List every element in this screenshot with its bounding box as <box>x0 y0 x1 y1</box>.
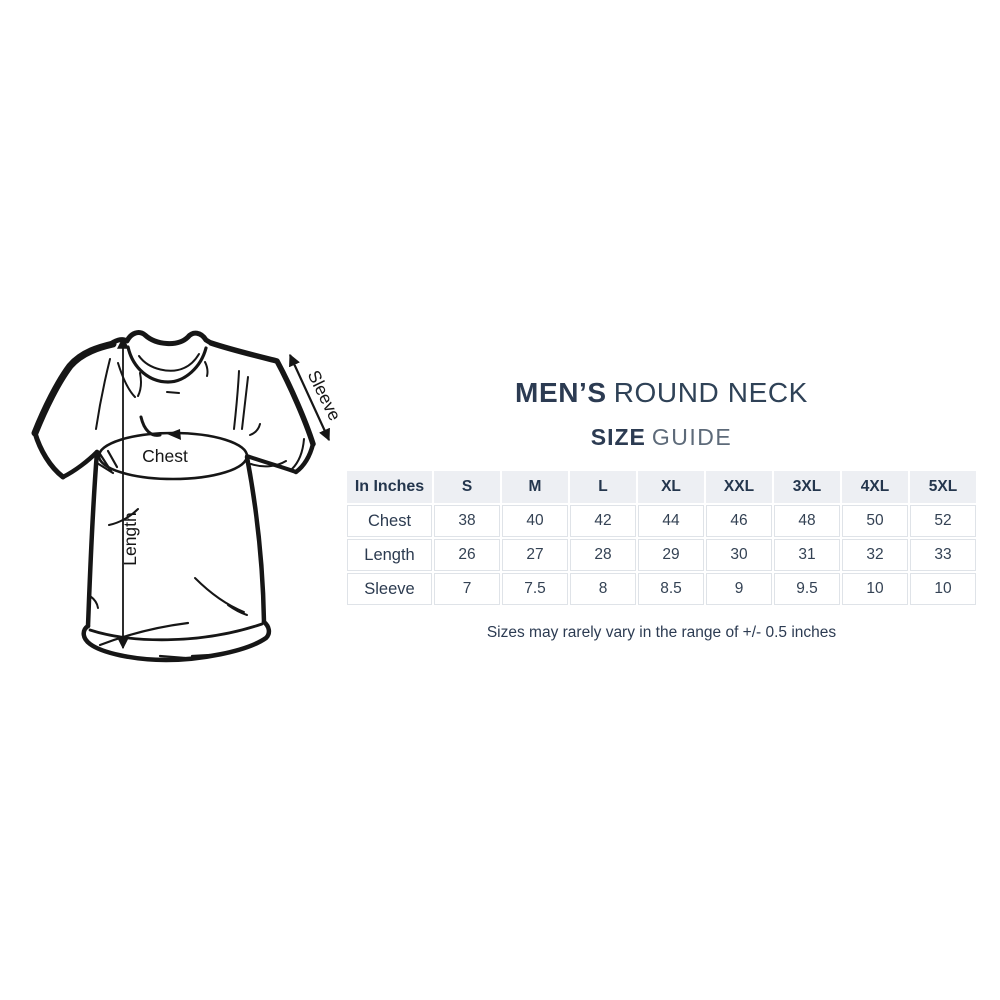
size-cell: 48 <box>774 505 840 537</box>
size-cell: 8.5 <box>638 573 704 605</box>
row-label: Chest <box>347 505 432 537</box>
size-cell: 10 <box>910 573 976 605</box>
size-cell: 33 <box>910 539 976 571</box>
size-cell: 32 <box>842 539 908 571</box>
size-cell: 42 <box>570 505 636 537</box>
size-cell: 30 <box>706 539 772 571</box>
sleeve-arrow <box>289 353 330 442</box>
size-guide-heading-light: GUIDE <box>651 424 733 450</box>
length-measurement: Length <box>117 336 140 650</box>
size-table-header-row: In Inches S M L XL XXL 3XL 4XL 5XL <box>347 471 976 503</box>
size-cell: 29 <box>638 539 704 571</box>
size-cell: 26 <box>434 539 500 571</box>
size-cell: 9.5 <box>774 573 840 605</box>
size-variance-note: Sizes may rarely vary in the range of +/… <box>486 624 837 641</box>
size-cell: 9 <box>706 573 772 605</box>
unit-header: In Inches <box>347 471 432 503</box>
size-cell: 27 <box>502 539 568 571</box>
chest-label: Chest <box>142 446 188 466</box>
column-header-s: S <box>434 471 500 503</box>
tshirt-diagram: Length Chest Sleeve <box>20 325 352 675</box>
size-cell: 44 <box>638 505 704 537</box>
size-cell: 8 <box>570 573 636 605</box>
size-cell: 31 <box>774 539 840 571</box>
column-header-m: M <box>502 471 568 503</box>
tshirt-diagram-svg: Length Chest Sleeve <box>31 330 345 663</box>
chest-arrowhead <box>167 429 181 440</box>
size-cell: 50 <box>842 505 908 537</box>
sleeve-measurement: Sleeve <box>289 353 345 442</box>
size-cell: 38 <box>434 505 500 537</box>
table-row-chest: Chest 38 40 42 44 46 48 50 52 <box>347 505 976 537</box>
size-cell: 7 <box>434 573 500 605</box>
product-title: MEN’S ROUND NECK <box>345 377 978 409</box>
product-title-light: ROUND NECK <box>613 377 808 408</box>
tshirt-outline <box>31 330 316 663</box>
size-cell: 46 <box>706 505 772 537</box>
row-label: Length <box>347 539 432 571</box>
size-cell: 10 <box>842 573 908 605</box>
size-cell: 40 <box>502 505 568 537</box>
column-header-3xl: 3XL <box>774 471 840 503</box>
size-cell: 52 <box>910 505 976 537</box>
size-cell: 28 <box>570 539 636 571</box>
size-cell: 7.5 <box>502 573 568 605</box>
chest-measurement: Chest <box>97 429 249 481</box>
size-guide-heading: SIZE GUIDE <box>345 424 978 451</box>
row-label: Sleeve <box>347 573 432 605</box>
column-header-5xl: 5XL <box>910 471 976 503</box>
table-row-sleeve: Sleeve 7 7.5 8 8.5 9 9.5 10 10 <box>347 573 976 605</box>
size-guide-heading-bold: SIZE <box>590 424 646 450</box>
column-header-l: L <box>570 471 636 503</box>
size-table: In Inches S M L XL XXL 3XL 4XL 5XL Chest… <box>345 469 978 607</box>
column-header-4xl: 4XL <box>842 471 908 503</box>
product-title-bold: MEN’S <box>515 377 607 408</box>
length-label: Length <box>120 512 140 566</box>
column-header-xxl: XXL <box>706 471 772 503</box>
table-row-length: Length 26 27 28 29 30 31 32 33 <box>347 539 976 571</box>
sleeve-label: Sleeve <box>304 367 345 424</box>
column-header-xl: XL <box>638 471 704 503</box>
